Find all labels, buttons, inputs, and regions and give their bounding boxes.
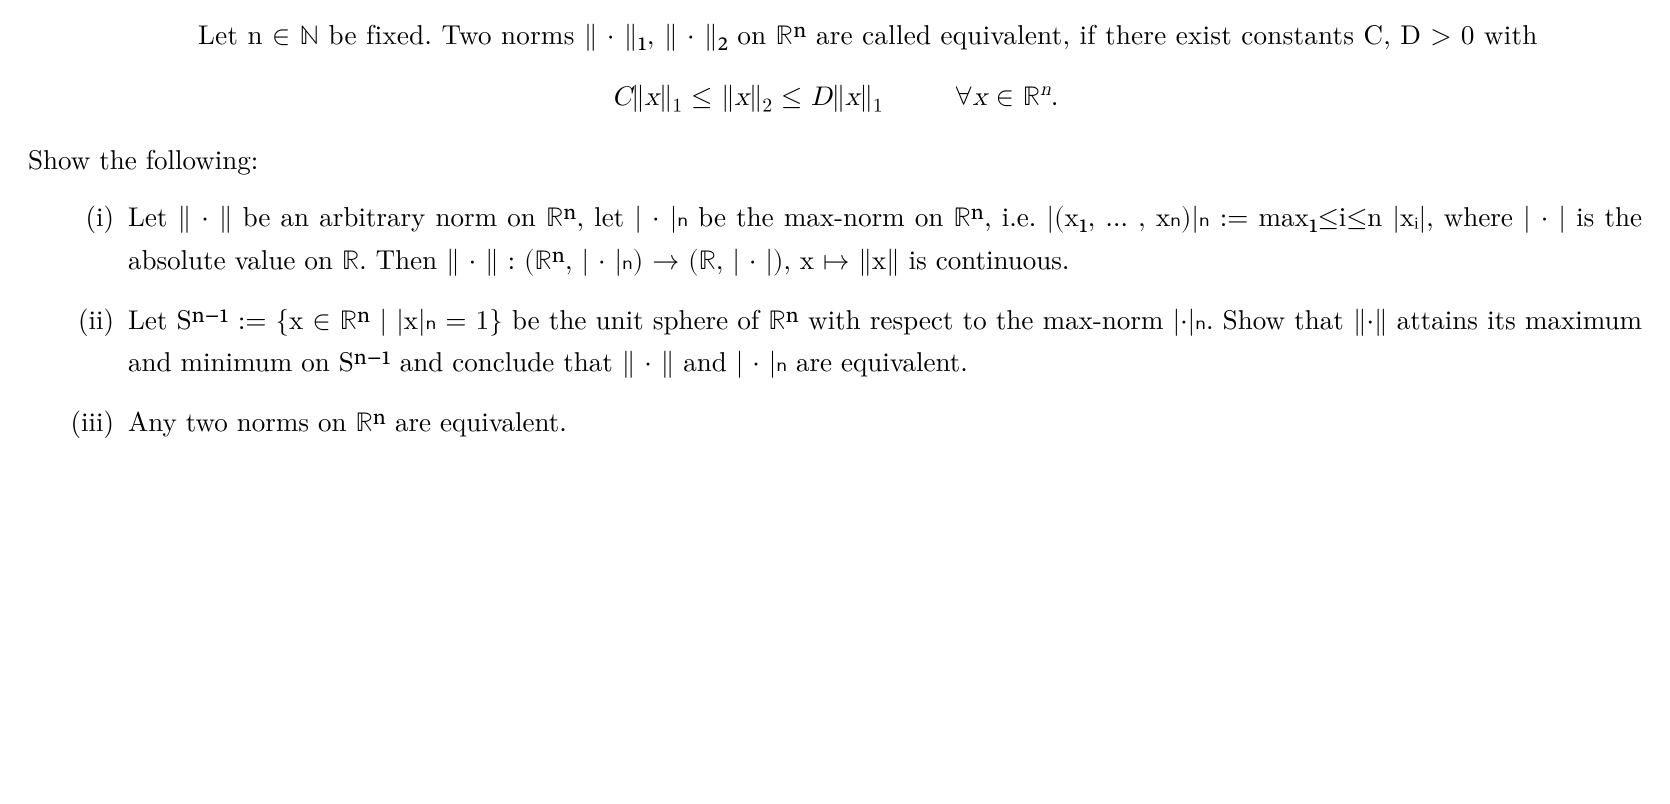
text: Let <box>128 299 177 337</box>
math-Rn: ℝⁿ <box>768 308 799 335</box>
math-Rn: ℝⁿ <box>355 410 386 437</box>
text: , where <box>1426 196 1523 234</box>
item-body-ii: Let Sⁿ⁻¹ := {x ∈ ℝⁿ | |x|ₙ = 1} be the u… <box>128 299 1642 383</box>
item-label-iii: (iii) <box>28 401 128 440</box>
text: and conclude that <box>391 341 622 379</box>
text: be the max-norm on <box>688 196 954 234</box>
math-Rn: ℝⁿ <box>546 205 577 232</box>
math-maxnorm: |·|ₙ <box>1173 308 1206 335</box>
math-sphere: Sⁿ⁻¹ <box>339 350 391 377</box>
text: are equivalent. <box>386 401 567 439</box>
display-equation: C∥x∥1 ≤ ∥x∥2 ≤ D∥x∥1 ∀x ∈ ℝn. <box>28 78 1642 117</box>
math-n-in-N: n ∈ ℕ <box>247 23 319 50</box>
math-assign: := <box>1210 205 1259 232</box>
intro-text: are called equivalent, if there exist co… <box>807 14 1364 52</box>
text: , let <box>576 196 634 234</box>
math-R: ℝ <box>342 248 359 275</box>
math-maxnorm: | · |ₙ <box>736 350 787 377</box>
item-iii: (iii) Any two norms on ℝⁿ are equivalent… <box>28 401 1642 443</box>
intro-text: with <box>1475 14 1538 52</box>
item-body-iii: Any two norms on ℝⁿ are equivalent. <box>128 401 1642 443</box>
math-norm1: ∥ · ∥₁ <box>584 23 647 50</box>
math-def-lhs: |(x₁, … , xₙ)|ₙ <box>1046 205 1209 232</box>
math-sphere-def: Sⁿ⁻¹ := {x ∈ ℝⁿ | |x|ₙ = 1} <box>177 308 503 335</box>
text: with respect to the max-norm <box>799 299 1173 337</box>
item-ii: (ii) Let Sⁿ⁻¹ := {x ∈ ℝⁿ | |x|ₙ = 1} be … <box>28 299 1642 383</box>
intro-text: be fixed. Two norms <box>319 14 584 52</box>
intro-paragraph: Let n ∈ ℕ be fixed. Two norms ∥ · ∥₁, ∥ … <box>28 14 1642 56</box>
text: . Then <box>359 239 446 277</box>
item-label-ii: (ii) <box>28 299 128 338</box>
math-map: ∥ · ∥ : (ℝⁿ, | · |ₙ) → (ℝ, | · |), x ↦ ∥… <box>446 248 899 275</box>
math-def-rhs: max₁≤i≤n |xᵢ| <box>1258 205 1426 232</box>
text: be the unit sphere of <box>503 299 769 337</box>
text: , i.e. <box>984 196 1046 234</box>
math-norm: ∥·∥ <box>1353 308 1388 335</box>
math-maxnorm: | · |ₙ <box>634 205 688 232</box>
text: are equivalent. <box>787 341 968 379</box>
text: is continuous. <box>900 239 1070 277</box>
math-CD: C, D > 0 <box>1364 23 1475 50</box>
document-page: Let n ∈ ℕ be fixed. Two norms ∥ · ∥₁, ∥ … <box>0 0 1670 487</box>
math-Rn: ℝⁿ <box>954 205 985 232</box>
math-Rn: ℝⁿ <box>776 23 807 50</box>
intro-text: , <box>647 14 664 52</box>
enumerated-list: (i) Let ∥ · ∥ be an arbitrary norm on ℝⁿ… <box>28 196 1642 443</box>
text: be an arbitrary norm on <box>232 196 546 234</box>
show-text: Show the following: <box>28 139 1642 178</box>
intro-text: Let <box>198 14 247 52</box>
item-body-i: Let ∥ · ∥ be an arbitrary norm on ℝⁿ, le… <box>128 196 1642 280</box>
intro-text: on <box>728 14 776 52</box>
math-norm: ∥ · ∥ <box>178 205 233 232</box>
item-i: (i) Let ∥ · ∥ be an arbitrary norm on ℝⁿ… <box>28 196 1642 280</box>
math-norm2: ∥ · ∥₂ <box>664 23 728 50</box>
text: and <box>674 341 736 379</box>
text: Let <box>128 196 178 234</box>
math-abs: | · | <box>1523 205 1566 232</box>
text: . Show that <box>1206 299 1353 337</box>
text: Any two norms on <box>128 401 355 439</box>
item-label-i: (i) <box>28 196 128 235</box>
math-norm: ∥ · ∥ <box>622 350 674 377</box>
